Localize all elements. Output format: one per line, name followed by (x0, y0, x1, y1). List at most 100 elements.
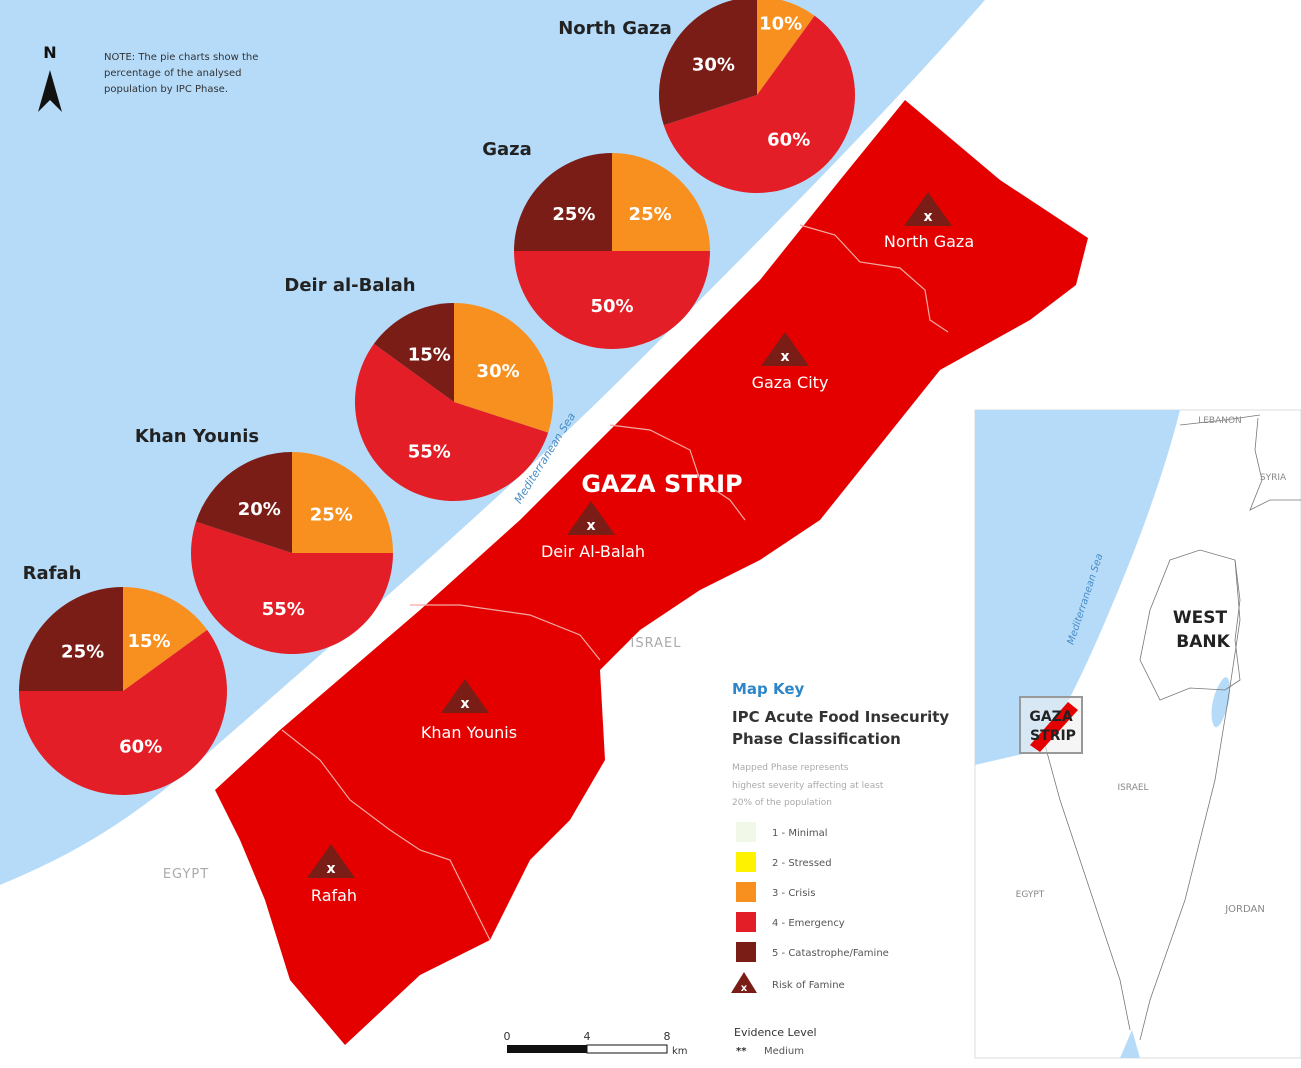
note-line-1: NOTE: The pie charts show the (104, 52, 258, 63)
risk-marker-north-gaza (904, 192, 952, 226)
risk-marker-x-north-gaza: x (923, 209, 932, 225)
legend-label-phase-3: 3 - Crisis (772, 888, 815, 899)
inset-gaza-2: STRIP (1030, 728, 1076, 744)
strip-title: GAZA STRIP (581, 470, 742, 498)
scale-tick-8: 8 (664, 1030, 671, 1043)
risk-marker-deir-al-balah (567, 501, 615, 535)
boundary-khan-younis (281, 729, 491, 941)
map-key-desc-3: 20% of the population (732, 798, 832, 808)
inset-lebanon-label: LEBANON (1198, 416, 1242, 426)
inset-map: Mediterranean Sea LEBANON SYRIA WEST BAN… (974, 409, 1301, 1059)
pie-slice-north-gaza-phase-4 (663, 15, 856, 194)
scale-tick-0: 0 (504, 1030, 511, 1043)
map-key-heading-2: Phase Classification (732, 730, 901, 748)
pie-north-gaza: 10% 60% 30% North Gaza (558, 0, 856, 194)
note-line-2: percentage of the analysed (104, 68, 242, 79)
note-line-3: population by IPC Phase. (104, 84, 228, 95)
governorate-label-gaza-city: Gaza City (752, 373, 829, 392)
pie-value-label-khan-younis-phase-4: 55% (262, 599, 305, 620)
legend-swatch-phase-4 (736, 912, 756, 932)
inset-borders (1044, 414, 1301, 1041)
pie-value-label-khan-younis-phase-5: 20% (238, 499, 281, 520)
pie-value-label-gaza-phase-5: 25% (552, 204, 595, 225)
evidence-value: Medium (764, 1046, 804, 1057)
inset-syria-label: SYRIA (1260, 473, 1287, 483)
pie-slice-deir-al-balah-phase-3 (454, 303, 553, 433)
scale-unit: km (672, 1046, 688, 1057)
pie-value-label-deir-al-balah-phase-3: 30% (477, 361, 520, 382)
scale-segment-black (507, 1045, 587, 1053)
pie-slice-gaza-phase-4 (514, 251, 710, 349)
risk-of-famine-icon (731, 972, 757, 993)
map-key-heading-1: IPC Acute Food Insecurity (732, 708, 949, 726)
scale-segment-white (586, 1044, 668, 1054)
boundary-north-gaza (799, 224, 949, 333)
evidence-marker: ** (736, 1046, 747, 1057)
governorate-markers: x North Gaza x Gaza City x Deir Al-Balah x Khan… (307, 192, 974, 905)
risk-marker-khan-younis (441, 679, 489, 713)
legend-swatch-phase-1 (736, 822, 756, 842)
north-label: N (43, 43, 56, 62)
pie-deir-al-balah: 30% 55% 15% Deir al-Balah (284, 275, 553, 502)
pie-value-label-deir-al-balah-phase-5: 15% (408, 345, 451, 366)
governorate-label-rafah: Rafah (311, 886, 357, 905)
legend-items: 1 - Minimal 2 - Stressed 3 - Crisis 4 - Eme… (736, 822, 889, 962)
boundary-deir-al-balah (410, 604, 601, 661)
map-key-desc: Mapped Phase represents highest severity… (732, 763, 886, 808)
inset-gaza-1: GAZA (1029, 709, 1072, 725)
pie-khan-younis: 25% 55% 20% Khan Younis (135, 426, 393, 654)
scale-tick-4: 4 (584, 1030, 591, 1043)
pie-value-label-north-gaza-phase-3: 10% (759, 13, 802, 34)
north-arrow-icon (38, 70, 62, 112)
pie-note: NOTE: The pie charts show the percentage… (104, 52, 262, 95)
pie-rafah: 15% 60% 25% Rafah (19, 563, 227, 795)
pie-slice-gaza-phase-3 (612, 153, 710, 251)
inset-sea (975, 410, 1180, 765)
pie-slice-deir-al-balah-phase-5 (373, 303, 454, 402)
pie-value-label-gaza-phase-4: 50% (590, 296, 633, 317)
inset-jordan-border (1139, 559, 1241, 1041)
pie-value-label-khan-younis-phase-3: 25% (310, 505, 353, 526)
pie-value-label-rafah-phase-4: 60% (119, 736, 162, 757)
legend-label-phase-2: 2 - Stressed (772, 858, 832, 869)
pie-slice-north-gaza-phase-3 (757, 0, 815, 95)
risk-marker-gaza-city (761, 332, 809, 366)
inset-egypt-label: EGYPT (1016, 890, 1045, 900)
inset-lebanon-border (1179, 414, 1261, 426)
risk-icon-x: x (741, 983, 748, 994)
risk-of-famine-label: Risk of Famine (772, 980, 845, 991)
pie-value-label-rafah-phase-3: 15% (127, 631, 170, 652)
risk-marker-x-gaza-city: x (780, 349, 789, 365)
scale-bar: 0 4 8 km (504, 1030, 688, 1057)
risk-marker-x-deir-al-balah: x (586, 518, 595, 534)
boundary-gaza-city (609, 424, 746, 521)
risk-marker-x-khan-younis: x (460, 696, 469, 712)
legend-label-phase-1: 1 - Minimal (772, 828, 828, 839)
evidence-title: Evidence Level (734, 1026, 817, 1039)
risk-marker-x-rafah: x (326, 861, 335, 877)
inset-jordan-label: JORDAN (1224, 904, 1265, 915)
legend-swatch-phase-5 (736, 942, 756, 962)
gaza-strip-shape (215, 100, 1088, 1045)
pie-title-north-gaza: North Gaza (558, 18, 672, 39)
legend-label-phase-4: 4 - Emergency (772, 918, 845, 929)
pie-value-label-north-gaza-phase-4: 60% (767, 130, 810, 151)
governorate-boundaries (281, 224, 949, 941)
legend-risk-item: x Risk of Famine (731, 972, 845, 994)
pie-slice-rafah-phase-5 (19, 587, 123, 691)
legend-swatch-phase-2 (736, 852, 756, 872)
map-key: Map Key IPC Acute Food Insecurity Phase … (731, 680, 949, 1057)
israel-label: ISRAEL (631, 636, 682, 651)
legend-swatch-phase-3 (736, 882, 756, 902)
map-key-title: Map Key (732, 680, 805, 698)
pie-value-label-north-gaza-phase-5: 30% (692, 54, 735, 75)
risk-marker-rafah (307, 844, 355, 878)
governorate-label-north-gaza: North Gaza (884, 232, 974, 251)
pie-value-label-rafah-phase-5: 25% (61, 642, 104, 663)
pie-slice-khan-younis-phase-3 (292, 452, 393, 553)
pie-title-deir-al-balah: Deir al-Balah (284, 275, 415, 296)
governorate-label-khan-younis: Khan Younis (421, 723, 517, 742)
inset-red-sea (1120, 1030, 1140, 1058)
inset-gaza-strip (1030, 702, 1078, 752)
inset-west-bank-border (1139, 549, 1241, 701)
